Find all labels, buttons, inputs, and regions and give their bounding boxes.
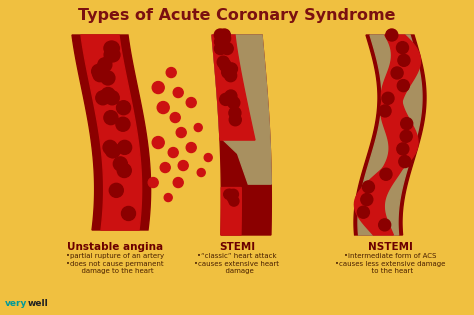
Circle shape	[166, 67, 176, 77]
Circle shape	[219, 60, 231, 72]
Circle shape	[96, 91, 110, 105]
Circle shape	[148, 178, 158, 187]
Circle shape	[176, 128, 186, 138]
Circle shape	[103, 140, 117, 154]
Circle shape	[397, 143, 409, 155]
Text: Unstable angina: Unstable angina	[67, 242, 163, 252]
Circle shape	[104, 41, 118, 55]
Circle shape	[164, 193, 172, 202]
Circle shape	[101, 88, 115, 101]
Circle shape	[106, 144, 120, 158]
Circle shape	[109, 183, 123, 197]
Text: •intermediate form of ACS: •intermediate form of ACS	[344, 253, 436, 259]
Circle shape	[157, 101, 169, 113]
Circle shape	[104, 48, 118, 62]
Text: very: very	[5, 299, 27, 308]
Circle shape	[93, 68, 107, 82]
Polygon shape	[212, 35, 271, 235]
Polygon shape	[81, 35, 142, 230]
Circle shape	[152, 82, 164, 94]
Polygon shape	[354, 35, 426, 235]
Circle shape	[386, 29, 398, 41]
Circle shape	[197, 169, 205, 176]
Circle shape	[121, 206, 136, 220]
Circle shape	[170, 112, 180, 123]
Circle shape	[396, 42, 409, 54]
Circle shape	[215, 36, 227, 48]
Circle shape	[229, 114, 241, 126]
Polygon shape	[212, 35, 271, 184]
Text: well: well	[28, 299, 49, 308]
Circle shape	[227, 193, 237, 203]
Circle shape	[105, 41, 119, 55]
Circle shape	[379, 105, 391, 117]
Circle shape	[178, 161, 188, 170]
Circle shape	[380, 168, 392, 180]
Text: •causes extensive heart
  damage: •causes extensive heart damage	[194, 261, 280, 274]
Circle shape	[194, 123, 202, 132]
Circle shape	[116, 117, 130, 131]
Circle shape	[220, 94, 232, 106]
Polygon shape	[355, 35, 420, 235]
Circle shape	[98, 58, 112, 72]
Circle shape	[229, 196, 239, 206]
Circle shape	[400, 130, 412, 142]
Circle shape	[379, 219, 391, 231]
Circle shape	[217, 56, 229, 68]
Circle shape	[225, 90, 237, 102]
Circle shape	[186, 98, 196, 107]
Circle shape	[173, 178, 183, 187]
Circle shape	[186, 143, 196, 152]
Text: STEMI: STEMI	[219, 242, 255, 252]
Circle shape	[357, 206, 369, 218]
Circle shape	[105, 91, 119, 105]
Circle shape	[398, 54, 410, 66]
Circle shape	[226, 63, 237, 75]
Circle shape	[222, 66, 234, 78]
Circle shape	[160, 163, 170, 173]
Circle shape	[363, 181, 374, 193]
Circle shape	[101, 71, 115, 85]
Text: •partial rupture of an artery: •partial rupture of an artery	[66, 253, 164, 259]
Circle shape	[221, 43, 233, 54]
Text: Types of Acute Coronary Syndrome: Types of Acute Coronary Syndrome	[78, 8, 396, 23]
Polygon shape	[358, 35, 422, 235]
Circle shape	[106, 144, 119, 158]
Circle shape	[118, 140, 132, 154]
Circle shape	[361, 193, 373, 206]
Circle shape	[399, 156, 411, 168]
Polygon shape	[72, 35, 151, 230]
Circle shape	[91, 64, 106, 78]
Text: NSTEMI: NSTEMI	[367, 242, 412, 252]
Circle shape	[397, 80, 410, 92]
Circle shape	[382, 92, 394, 104]
Circle shape	[152, 136, 164, 149]
Circle shape	[214, 29, 226, 41]
Text: •“classic” heart attack: •“classic” heart attack	[197, 253, 277, 259]
Circle shape	[113, 157, 128, 171]
Polygon shape	[212, 35, 255, 140]
Circle shape	[401, 117, 413, 129]
Circle shape	[106, 48, 120, 62]
Circle shape	[225, 70, 237, 82]
Circle shape	[224, 189, 234, 199]
Circle shape	[229, 107, 241, 119]
Text: •does not cause permanent
  damage to the heart: •does not cause permanent damage to the …	[66, 261, 164, 274]
Polygon shape	[221, 187, 241, 235]
Circle shape	[117, 163, 131, 178]
Circle shape	[225, 189, 235, 199]
Circle shape	[117, 101, 130, 115]
Circle shape	[168, 147, 178, 158]
Circle shape	[204, 153, 212, 162]
Text: •causes less extensive damage
  to the heart: •causes less extensive damage to the hea…	[335, 261, 445, 274]
Circle shape	[173, 88, 183, 98]
Circle shape	[228, 189, 238, 199]
Circle shape	[219, 32, 230, 44]
Circle shape	[214, 43, 227, 54]
Circle shape	[391, 67, 403, 79]
Circle shape	[228, 97, 240, 109]
Circle shape	[219, 29, 230, 41]
Circle shape	[104, 111, 118, 125]
